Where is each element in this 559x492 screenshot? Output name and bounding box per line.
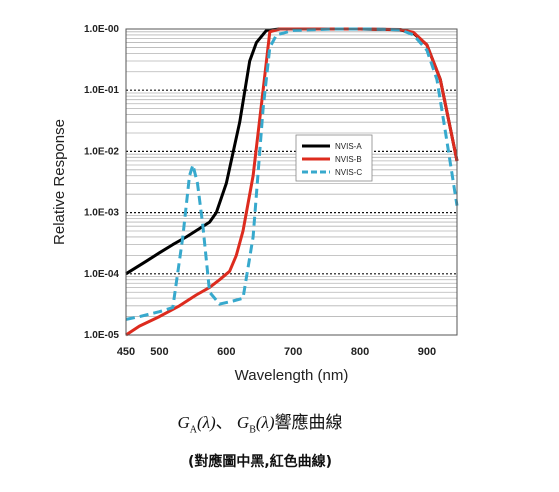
legend-label: NVIS-C [335, 168, 362, 177]
y-tick-label: 1.0E-01 [84, 85, 119, 96]
y-tick-label: 1.0E-04 [84, 269, 119, 280]
chart-series [125, 27, 459, 337]
chart-legend: NVIS-A NVIS-B NVIS-C [295, 134, 373, 182]
y-axis-title: Relative Response [51, 119, 68, 245]
caption-g-symbol-a: G [177, 413, 190, 432]
y-tick-label: 1.0E-00 [84, 24, 119, 35]
response-chart: 1.0E-05 1.0E-04 1.0E-03 1.0E-02 1.0E-01 1.0E-… [51, 24, 459, 384]
series-line-nvis-b [125, 27, 459, 337]
caption-text: 響應曲線 [274, 413, 343, 432]
x-axis-title: Wavelength (nm) [235, 367, 349, 384]
caption-separator: 、 [215, 413, 237, 432]
x-tick-label: 800 [351, 346, 369, 358]
legend-label: NVIS-A [335, 142, 362, 151]
y-tick-label: 1.0E-02 [84, 146, 119, 157]
y-tick-label: 1.0E-03 [84, 208, 119, 219]
series-line-nvis-c [125, 27, 459, 321]
caption-subscript-b: B [249, 424, 256, 436]
y-tick-label: 1.0E-05 [84, 330, 119, 341]
x-tick-label: 900 [418, 346, 436, 358]
figure-caption: GA(λ)、 GB(λ)響應曲線 [0, 408, 520, 435]
x-axis-ticks: 450 500 600 700 800 900 [117, 346, 436, 358]
legend-label: NVIS-B [335, 155, 362, 164]
caption-lambda-b: (λ) [255, 413, 275, 432]
chart-grid [126, 31, 457, 317]
figure-subcaption: (對應圖中黑,紅色曲線) [187, 454, 333, 470]
x-tick-label: 600 [217, 346, 235, 358]
x-tick-label: 700 [284, 346, 302, 358]
plot-frame [125, 28, 458, 336]
x-tick-label: 450 [117, 346, 135, 358]
caption-subscript-a: A [189, 424, 197, 436]
caption-lambda-a: (λ) [196, 413, 216, 432]
y-axis-ticks: 1.0E-05 1.0E-04 1.0E-03 1.0E-02 1.0E-01 1.0E-… [84, 24, 119, 341]
x-tick-label: 500 [150, 346, 168, 358]
caption-g-symbol-b: G [236, 413, 250, 432]
